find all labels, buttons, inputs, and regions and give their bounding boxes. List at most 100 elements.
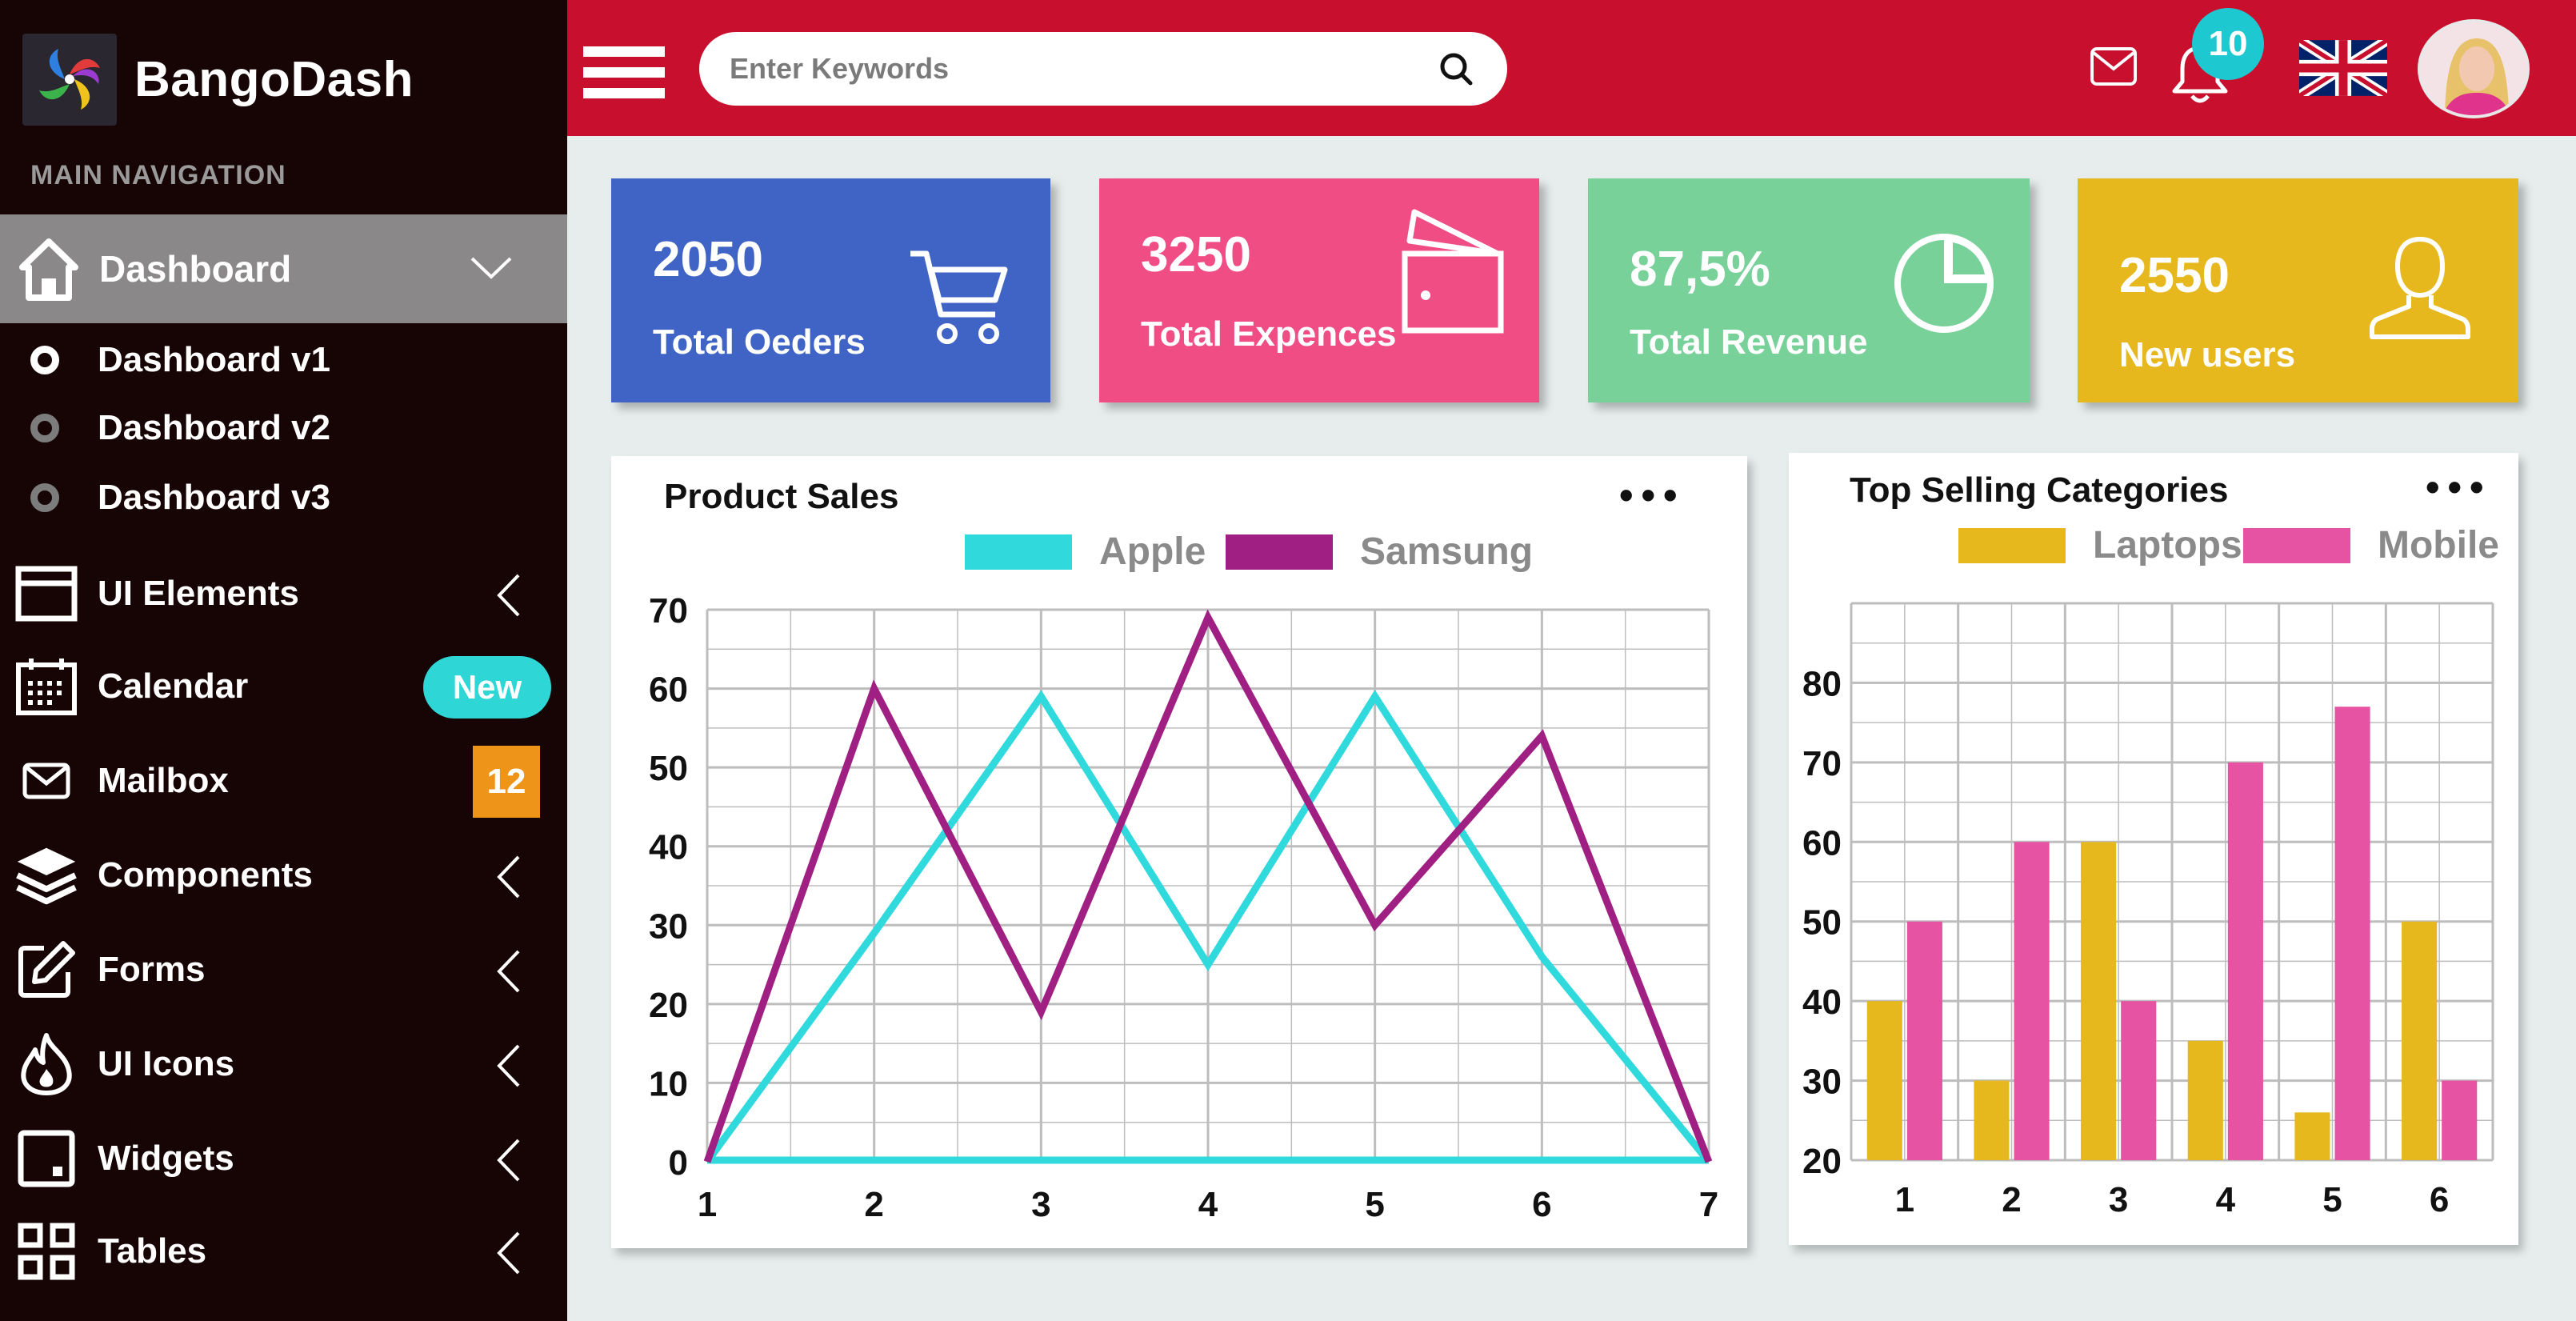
bar-mobile: [2334, 707, 2370, 1160]
home-icon: [19, 238, 78, 301]
y-tick-label: 50: [649, 749, 688, 788]
y-tick-label: 0: [669, 1143, 688, 1183]
legend-laptops[interactable]: Laptops: [1958, 523, 2242, 567]
sidebar-item-label: UI Elements: [98, 574, 299, 613]
x-tick-label: 3: [2109, 1180, 2128, 1219]
y-tick-label: 10: [649, 1064, 688, 1103]
flame-icon: [14, 1032, 78, 1096]
sidebar-subitem-dashboard-v3[interactable]: Dashboard v3: [30, 474, 330, 522]
stat-value: 3250: [1141, 227, 1251, 282]
sidebar-subitem-label: Dashboard v3: [98, 478, 330, 517]
sidebar-item-calendar[interactable]: Calendar New: [0, 648, 567, 725]
stat-card-orders[interactable]: 2050 Total Oeders: [611, 178, 1050, 402]
radio-unselected-icon: [30, 414, 59, 442]
stat-card-revenue[interactable]: 87,5% Total Revenue: [1588, 178, 2030, 402]
sidebar-subitem-dashboard-v2[interactable]: Dashboard v2: [30, 404, 330, 452]
sidebar-item-dashboard[interactable]: Dashboard: [0, 214, 567, 323]
y-tick-label: 30: [649, 907, 688, 946]
sidebar-item-label: Calendar: [98, 667, 249, 706]
stat-value: 2550: [2119, 248, 2230, 303]
y-tick-label: 80: [1802, 664, 1842, 703]
sidebar-subitem-label: Dashboard v2: [98, 408, 330, 447]
sidebar-subitem-dashboard-v1[interactable]: Dashboard v1: [30, 336, 330, 384]
bar-laptops: [2081, 842, 2117, 1160]
x-tick-label: 6: [1532, 1185, 1551, 1224]
notification-badge: 10: [2192, 8, 2264, 80]
more-options-icon[interactable]: •••: [2426, 465, 2492, 510]
legend-swatch: [1958, 527, 2066, 563]
sidebar-item-label: Dashboard: [99, 248, 292, 290]
bar-mobile: [2442, 1080, 2478, 1160]
legend-swatch: [1226, 534, 1333, 570]
uk-flag-icon[interactable]: [2299, 40, 2387, 96]
panel-title: Top Selling Categories: [1850, 470, 2229, 510]
x-tick-label: 4: [2216, 1180, 2236, 1219]
x-tick-label: 6: [2430, 1180, 2449, 1219]
legend-apple[interactable]: Apple: [965, 530, 1206, 574]
x-tick-label: 7: [1699, 1185, 1718, 1224]
window-icon: [14, 562, 78, 626]
product-sales-panel: Product Sales ••• Apple Samsung 0 10 20 30 4…: [611, 456, 1747, 1248]
grid-icon: [14, 1219, 78, 1283]
legend-mobile[interactable]: Mobile: [2243, 523, 2499, 567]
series-line-apple: [704, 690, 1712, 1164]
chevron-down-icon[interactable]: [470, 256, 513, 280]
sidebar-item-label: Widgets: [98, 1139, 234, 1178]
chevron-left-icon: [497, 1231, 520, 1275]
x-tick-label: 4: [1198, 1185, 1218, 1224]
x-tick-label: 5: [2322, 1180, 2342, 1219]
stat-card-expences[interactable]: 3250 Total Expences: [1099, 178, 1539, 402]
y-tick-label: 40: [1802, 983, 1842, 1022]
legend-label: Samsung: [1360, 530, 1534, 573]
product-sales-chart: 0 10 20 30 40 50 60 70 1 2 3 4 5 6 7: [649, 591, 1718, 1224]
chevron-left-icon: [497, 1139, 520, 1182]
nav-heading: MAIN NAVIGATION: [30, 160, 286, 190]
sidebar-item-label: Forms: [98, 950, 206, 989]
x-tick-label: 2: [2002, 1180, 2021, 1219]
series-line-samsung: [703, 609, 1713, 1163]
sidebar-item-ui-icons[interactable]: UI Icons: [0, 1026, 567, 1103]
stat-label: Total Oeders: [653, 322, 866, 362]
more-options-icon[interactable]: •••: [1619, 473, 1686, 518]
new-badge: New: [423, 656, 551, 719]
brand[interactable]: BangoDash: [22, 34, 414, 126]
sidebar-item-mailbox[interactable]: Mailbox 12: [0, 743, 567, 819]
mail-icon[interactable]: [2090, 46, 2138, 86]
sidebar-item-forms[interactable]: Forms: [0, 931, 567, 1008]
x-tick-label: 3: [1031, 1185, 1050, 1224]
bar-laptops: [2294, 1112, 2330, 1160]
chevron-left-icon: [497, 1044, 520, 1087]
x-tick-label: 5: [1365, 1185, 1384, 1224]
sidebar-item-label: UI Icons: [98, 1044, 235, 1083]
search-input[interactable]: [730, 46, 1370, 91]
sidebar-item-tables[interactable]: Tables: [0, 1213, 567, 1290]
search-icon[interactable]: [1438, 51, 1474, 86]
brand-logo-icon: [22, 34, 117, 126]
sidebar-item-components[interactable]: Components: [0, 837, 567, 914]
y-tick-label: 60: [649, 671, 688, 710]
top-bar: [567, 0, 2576, 136]
stat-label: New users: [2119, 335, 2296, 374]
chevron-left-icon: [497, 950, 520, 993]
sidebar-subitem-label: Dashboard v1: [98, 340, 330, 379]
chevron-left-icon: [497, 855, 520, 899]
bar-laptops: [2187, 1040, 2223, 1160]
user-avatar[interactable]: [2418, 19, 2530, 118]
y-tick-label: 40: [649, 828, 688, 867]
stat-label: Total Expences: [1141, 314, 1397, 354]
sidebar-item-label: Components: [98, 855, 313, 895]
sidebar-item-ui-elements[interactable]: UI Elements: [0, 555, 567, 632]
radio-selected-icon: [30, 346, 59, 374]
y-tick-label: 20: [649, 986, 688, 1025]
user-icon: [2370, 236, 2470, 339]
chevron-left-icon: [497, 574, 520, 617]
bar-mobile: [1906, 921, 1942, 1160]
hamburger-menu-icon[interactable]: [583, 46, 665, 99]
pie-chart-icon: [1894, 234, 1994, 333]
top-selling-panel: Top Selling Categories ••• Laptops Mobil…: [1789, 453, 2518, 1245]
edit-icon: [14, 938, 78, 1002]
sidebar-item-widgets[interactable]: Widgets: [0, 1120, 567, 1197]
stat-card-users[interactable]: 2550 New users: [2078, 178, 2518, 402]
legend-samsung[interactable]: Samsung: [1226, 530, 1533, 574]
stat-label: Total Revenue: [1630, 322, 1868, 362]
